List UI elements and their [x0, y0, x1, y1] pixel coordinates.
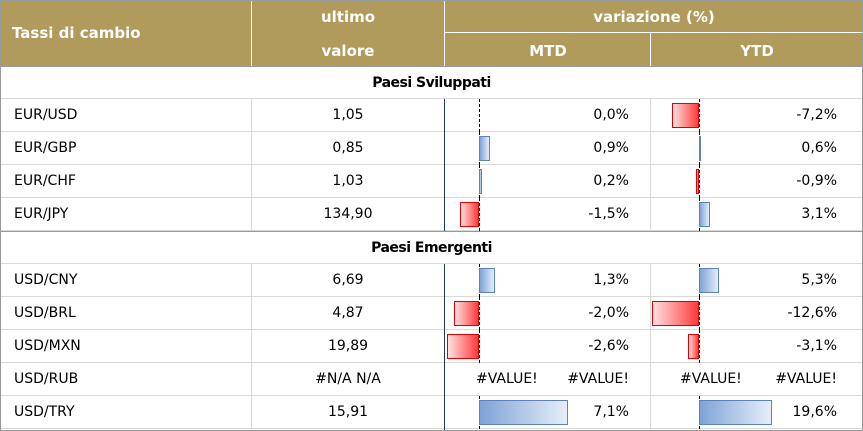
mtd-axis	[479, 198, 480, 231]
column-divider	[650, 99, 651, 231]
mtd-bar	[479, 268, 496, 293]
last-value: 134,90	[323, 206, 373, 222]
column-divider	[650, 264, 651, 431]
header-pair: Tassi di cambio	[12, 24, 141, 42]
header-last-value-line2: valore	[321, 42, 375, 60]
pair-label: EUR/CHF	[14, 173, 76, 189]
last-value: 4,87	[332, 305, 364, 321]
section-row: Paesi Sviluppati	[0, 66, 863, 99]
header-divider	[444, 0, 445, 66]
mtd-axis	[479, 330, 480, 363]
column-divider	[251, 99, 252, 231]
ytd-bar	[699, 202, 711, 227]
mtd-bar	[446, 334, 479, 359]
mtd-value: -2,0%	[588, 305, 629, 321]
mtd-bar	[479, 136, 491, 161]
mtd-bar-error: #VALUE!	[476, 371, 538, 387]
mtd-axis	[479, 297, 480, 330]
mtd-value: -2,6%	[588, 338, 629, 354]
table-header	[0, 0, 863, 66]
ytd-value: 0,6%	[801, 140, 837, 156]
table-row: USD/CNY 6,69 1,3% 5,3%	[0, 264, 863, 297]
last-value: 19,89	[327, 338, 369, 354]
column-divider	[444, 99, 445, 231]
ytd-value: 3,1%	[801, 206, 837, 222]
table-row: EUR/CHF 1,03 0,2% -0,9%	[0, 165, 863, 198]
ytd-bar	[695, 169, 699, 194]
mtd-bar	[479, 169, 482, 194]
pair-label: USD/TRY	[14, 404, 75, 420]
last-value: #N/A N/A	[315, 371, 381, 387]
ytd-bar	[687, 334, 699, 359]
header-variation: variazione (%)	[593, 8, 715, 26]
header-divider	[650, 33, 651, 66]
ytd-value: 19,6%	[792, 404, 837, 420]
last-value: 6,69	[332, 272, 364, 288]
pair-label: USD/BRL	[14, 305, 76, 321]
ytd-axis	[699, 165, 700, 198]
column-divider	[251, 264, 252, 431]
ytd-bar	[652, 301, 699, 326]
mtd-value: 0,2%	[593, 173, 629, 189]
ytd-value: -0,9%	[796, 173, 837, 189]
ytd-axis	[699, 297, 700, 330]
ytd-axis	[699, 99, 700, 132]
ytd-axis	[699, 330, 700, 363]
ytd-value: -3,1%	[796, 338, 837, 354]
ytd-bar	[699, 400, 772, 425]
header-mtd: MTD	[529, 42, 567, 60]
section-row: Paesi Emergenti	[0, 231, 863, 264]
ytd-bar	[699, 136, 702, 161]
mtd-value: 1,3%	[593, 272, 629, 288]
column-divider	[444, 264, 445, 431]
table-row: EUR/USD 1,05 0,0% -7,2%	[0, 99, 863, 132]
pair-label: EUR/USD	[14, 107, 78, 123]
pair-label: USD/CNY	[14, 272, 78, 288]
mtd-value: 7,1%	[593, 404, 629, 420]
table-row: USD/BRL 4,87 -2,0% -12,6%	[0, 297, 863, 330]
pair-label: USD/MXN	[14, 338, 81, 354]
ytd-value: -7,2%	[796, 107, 837, 123]
mtd-bar	[454, 301, 479, 326]
mtd-bar	[460, 202, 479, 227]
last-value: 1,03	[332, 173, 364, 189]
pair-label: EUR/JPY	[14, 206, 69, 222]
ytd-value: -12,6%	[787, 305, 837, 321]
pair-label: EUR/GBP	[14, 140, 77, 156]
table-row: EUR/GBP 0,85 0,9% 0,6%	[0, 132, 863, 165]
mtd-value: #VALUE!	[567, 371, 629, 387]
last-value: 0,85	[332, 140, 364, 156]
ytd-bar	[672, 103, 699, 128]
header-last-value-line1: ultimo	[320, 8, 376, 26]
mtd-value: 0,0%	[593, 107, 629, 123]
ytd-value: 5,3%	[801, 272, 837, 288]
table-row: USD/RUB #N/A N/A #VALUE! #VALUE! #VALUE! #VAL…	[0, 363, 863, 396]
pair-label: USD/RUB	[14, 371, 79, 387]
ytd-value: #VALUE!	[775, 371, 837, 387]
header-ytd: YTD	[740, 42, 774, 60]
last-value: 1,05	[332, 107, 364, 123]
header-divider	[251, 0, 252, 66]
section-emerging: Paesi Emergenti	[371, 240, 492, 256]
mtd-bar	[479, 400, 568, 425]
table-row: USD/MXN 19,89 -2,6% -3,1%	[0, 330, 863, 363]
last-value: 15,91	[327, 404, 369, 420]
ytd-bar	[699, 268, 719, 293]
header-divider	[444, 32, 863, 33]
table-row: EUR/JPY 134,90 -1,5% 3,1%	[0, 198, 863, 231]
section-developed: Paesi Sviluppati	[372, 75, 491, 91]
mtd-value: -1,5%	[588, 206, 629, 222]
ytd-bar-error: #VALUE!	[680, 371, 742, 387]
mtd-axis	[479, 99, 480, 132]
mtd-value: 0,9%	[593, 140, 629, 156]
table-row: USD/TRY 15,91 7,1% 19,6%	[0, 396, 863, 429]
